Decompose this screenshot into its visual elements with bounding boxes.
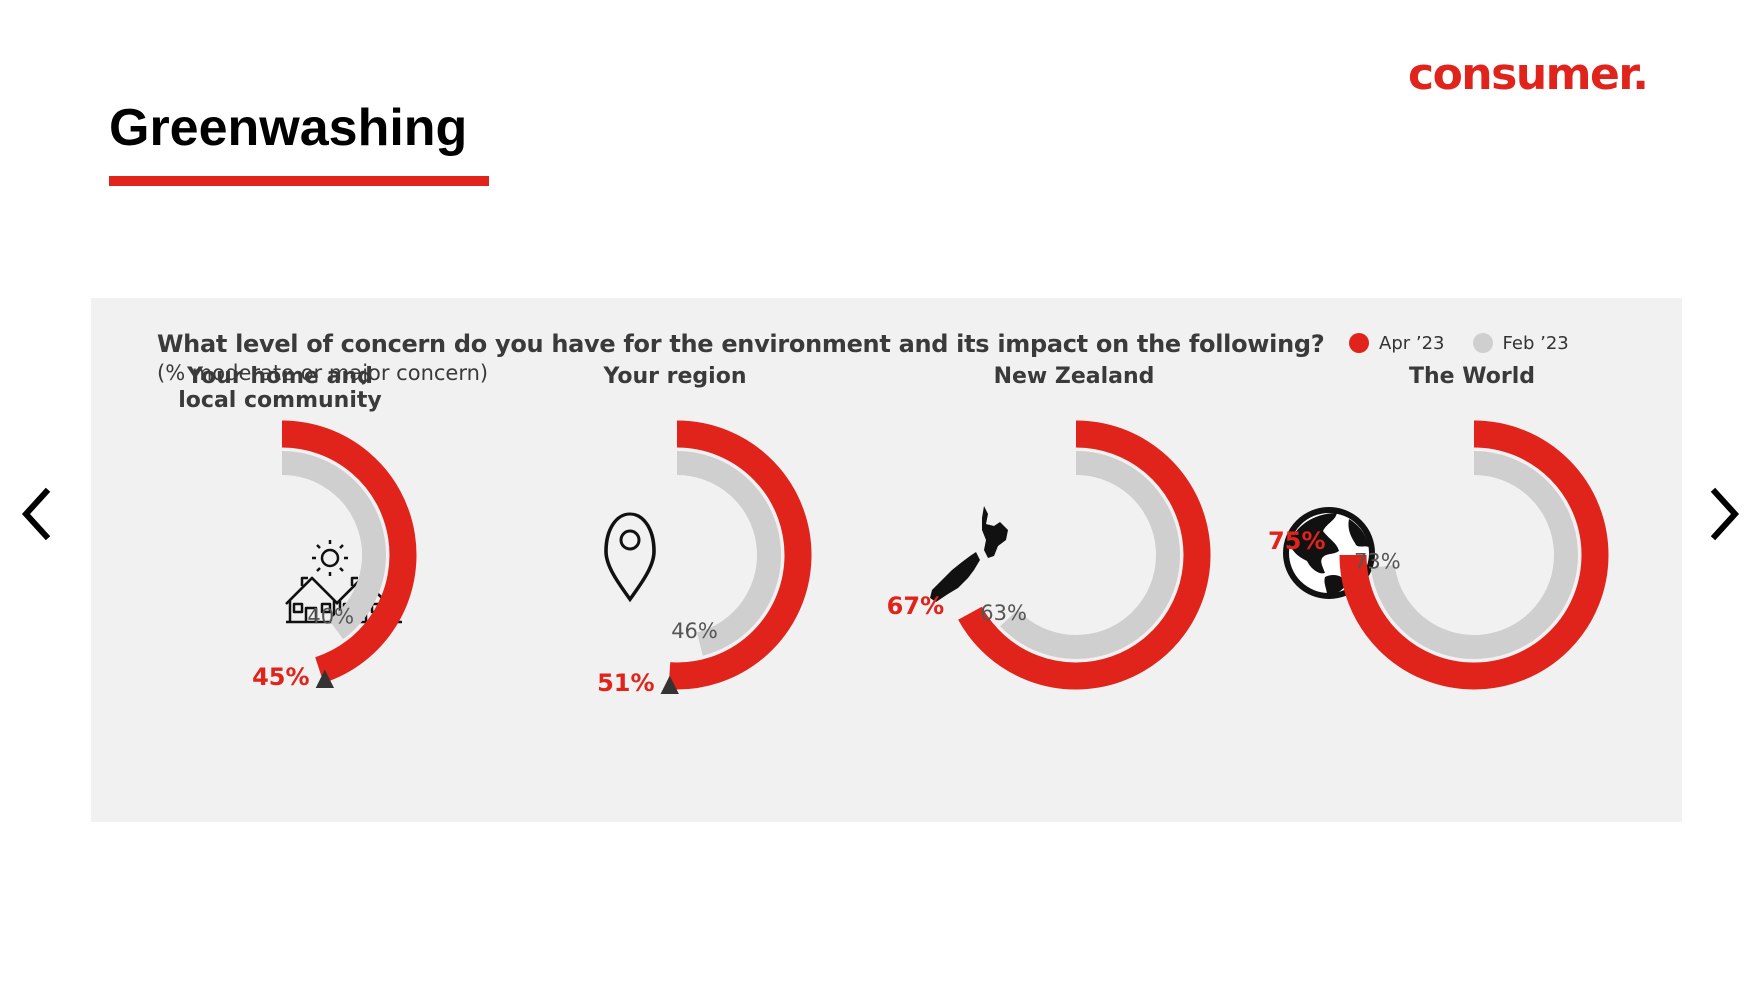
next-slide-button[interactable] [1703,484,1747,544]
title-underline [109,176,489,186]
feb-arc [676,451,781,656]
apr-value-label: 67% [887,592,944,620]
chevron-left-icon [21,487,51,541]
apr-value-label: 45% [252,663,309,691]
feb-value-label: 46% [671,619,718,643]
feb-value-label: 73% [1354,550,1401,574]
page-title: Greenwashing [109,99,468,157]
legend-swatch-feb [1472,333,1493,353]
feb-arc [1370,451,1578,659]
chart-rings [281,420,1609,690]
chart-panel: What level of concern do you have for th… [91,298,1682,822]
feb-value-label: 63% [980,601,1027,625]
feb-value-label: 40% [307,604,354,628]
category-label: Your region [602,364,746,389]
legend-item-feb: Feb ’23 [1472,332,1569,354]
legend-label-feb: Feb ’23 [1502,332,1569,354]
consumer-logo: consumer. [1408,49,1649,100]
category-label: Your home and [186,364,373,389]
feb-arc [1000,451,1180,659]
location-pin-icon [604,512,656,603]
chart-subtitle: (% moderate or major concern) [157,361,489,385]
apr-arc [281,420,417,683]
increase-marker: ▲ [661,669,680,697]
chart-legend: Apr ’23 Feb ’23 [1349,330,1597,356]
apr-value-label: 75% [1268,527,1325,555]
apr-arc [668,420,812,690]
category-label: New Zealand [994,364,1155,389]
chart-title: What level of concern do you have for th… [157,330,1325,358]
feb-arc [281,451,386,640]
new-zealand-map-icon [930,506,1008,602]
category-label: The World [1409,364,1535,389]
apr-arc [958,420,1211,690]
apr-value-label: 51% [597,669,654,697]
legend-item-apr: Apr ’23 [1349,333,1445,354]
chevron-right-icon [1710,487,1740,541]
category-label: local community [178,388,381,413]
previous-slide-button[interactable] [14,484,58,544]
apr-arc [1339,420,1609,690]
legend-label-apr: Apr ’23 [1379,332,1445,354]
legend-swatch-apr [1349,333,1369,353]
increase-marker: ▲ [316,663,335,691]
